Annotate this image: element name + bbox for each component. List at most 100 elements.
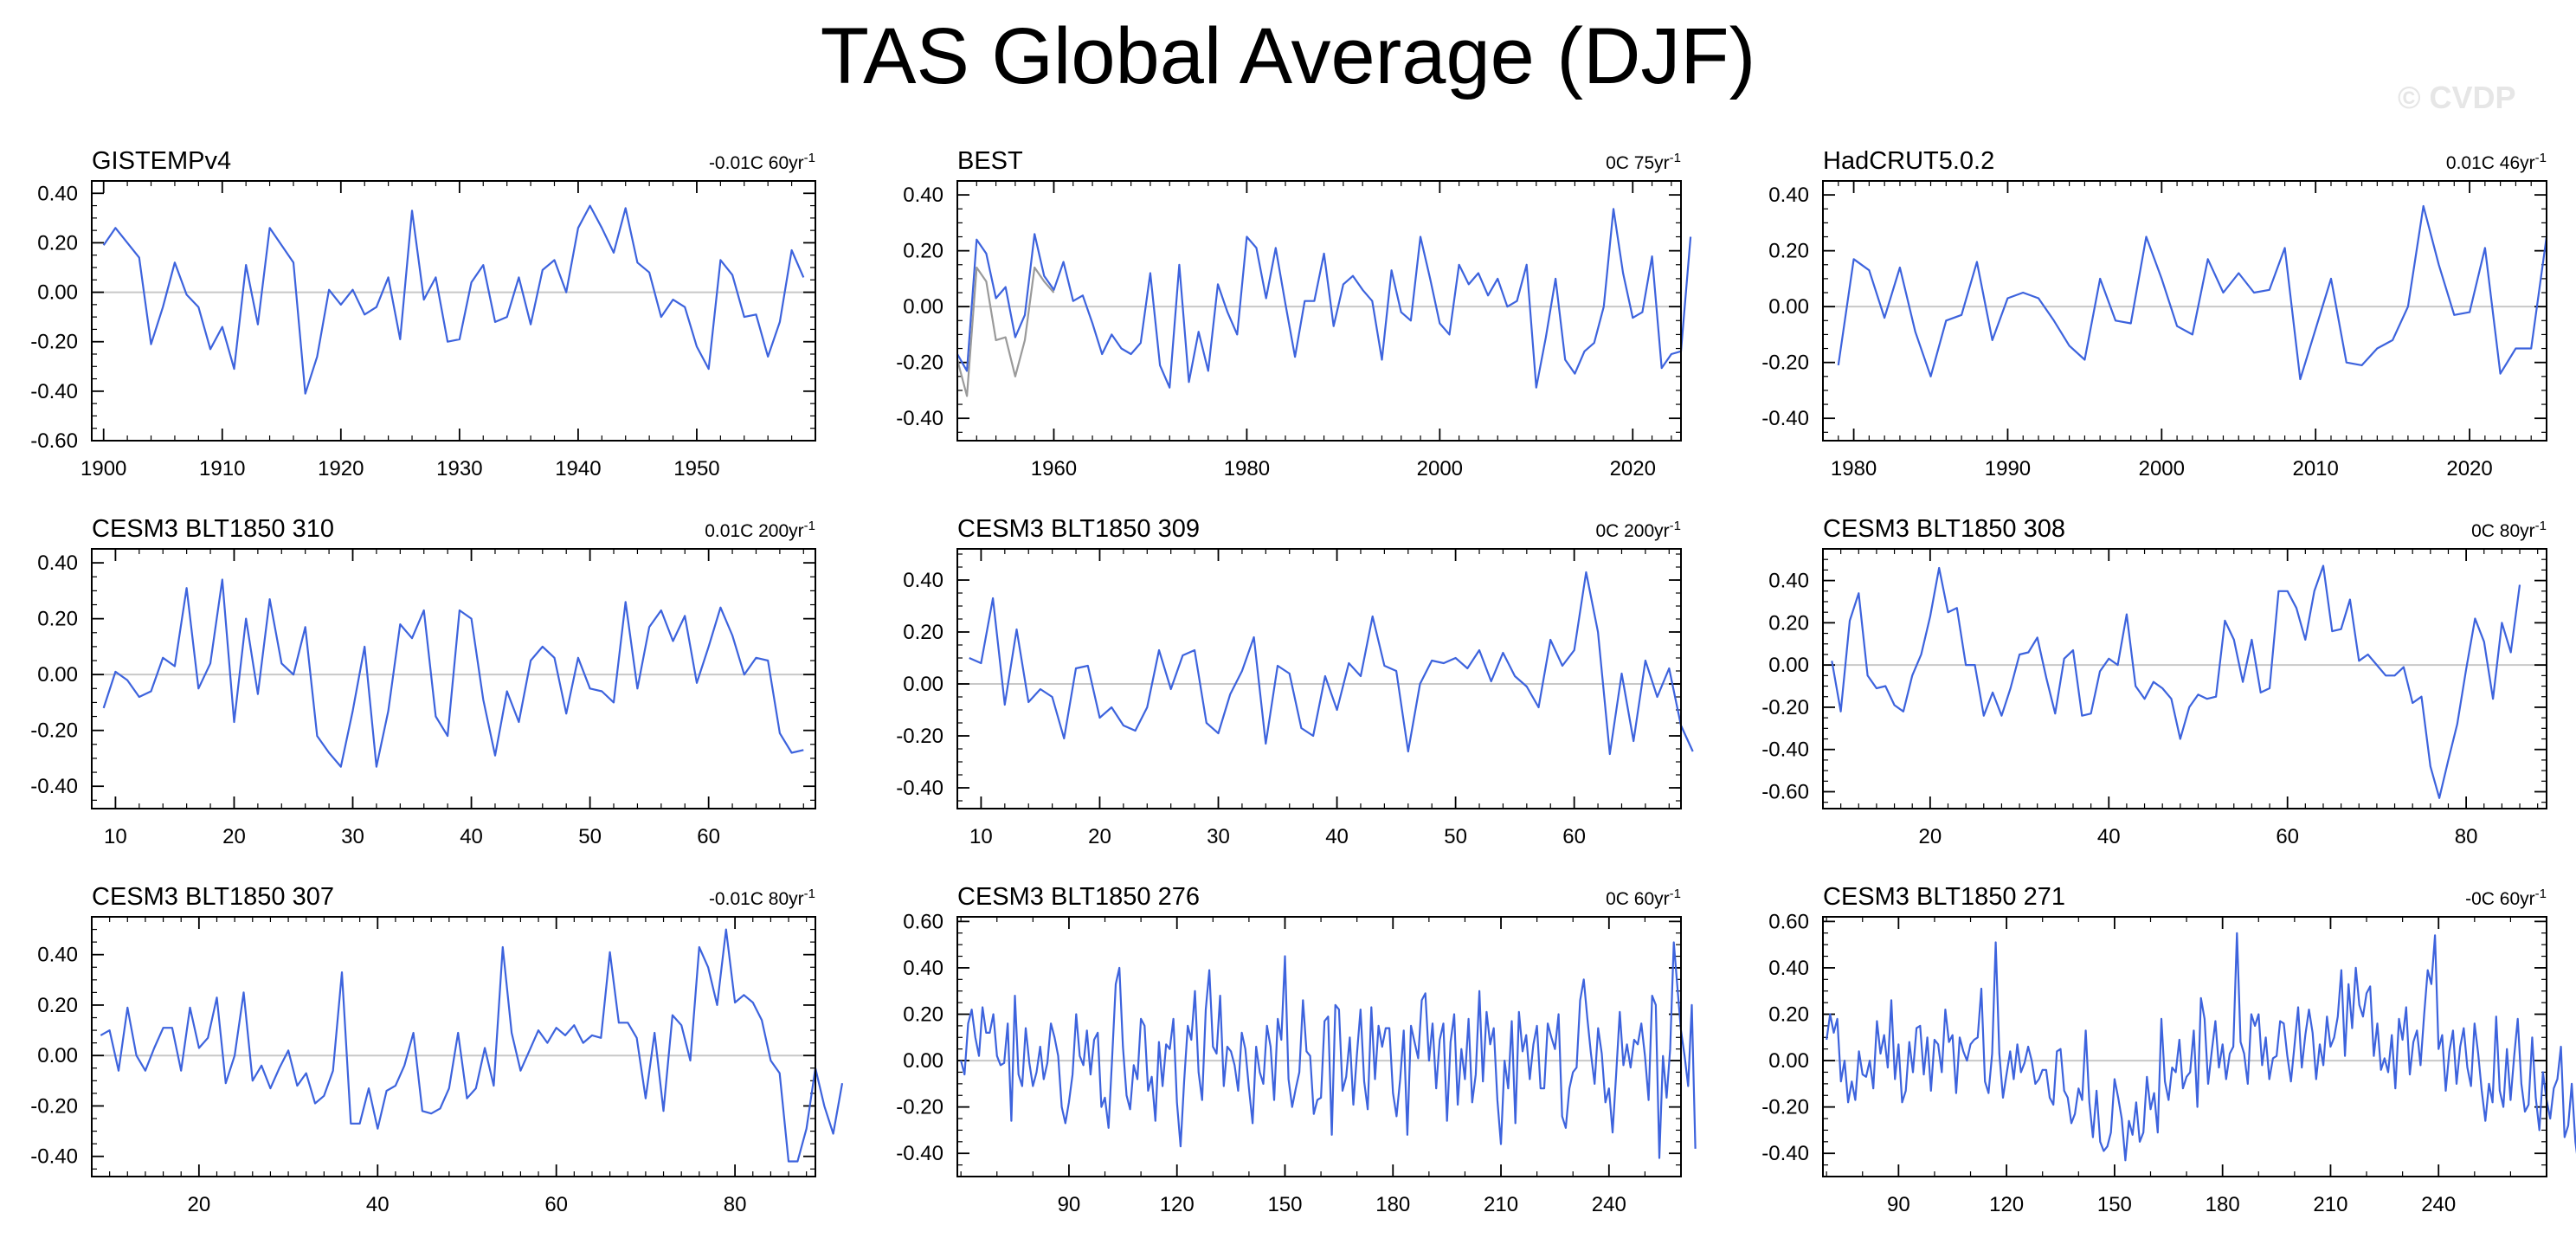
x-tick-label: 50 bbox=[578, 825, 602, 848]
y-tick-label: -0.60 bbox=[30, 429, 78, 453]
x-tick-label: 80 bbox=[724, 1193, 747, 1216]
trend-superscript: -1 bbox=[804, 519, 815, 533]
x-tick-label: 30 bbox=[341, 825, 364, 848]
panel-hadcrut5-0-2: HadCRUT5.0.2 0.01C 46yr-1 1980 1990 2000 2010… bbox=[1761, 147, 2548, 480]
y-tick-label: -0.20 bbox=[30, 1094, 78, 1118]
y-tick-label: -0.40 bbox=[30, 775, 78, 798]
x-tick-label: 1980 bbox=[1224, 457, 1270, 480]
y-tick-label: -0.40 bbox=[896, 407, 943, 430]
trend-superscript: -1 bbox=[1670, 887, 1681, 901]
series-line bbox=[1837, 204, 2548, 381]
y-tick-label: 0.00 bbox=[37, 1044, 78, 1067]
plot-frame bbox=[956, 180, 1682, 442]
trend-label: 0C 60yr-1 bbox=[1606, 887, 1681, 909]
y-tick-label: 0.20 bbox=[1768, 240, 1809, 263]
panel-cesm3-blt1850-309: CESM3 BLT1850 309 0C 200yr-1 10 20 30 40 50 60 -… bbox=[896, 515, 1694, 848]
x-tick-label: 60 bbox=[1562, 825, 1586, 848]
y-tick-label: 0.40 bbox=[903, 569, 943, 592]
y-tick-label: 0.40 bbox=[1768, 957, 1809, 980]
x-tick-label: 60 bbox=[697, 825, 720, 848]
y-tick-label: -0.40 bbox=[1761, 1142, 1809, 1165]
plot-frame bbox=[1822, 916, 2547, 1177]
x-tick-label: 20 bbox=[1088, 825, 1111, 848]
x-tick-label: 10 bbox=[104, 825, 127, 848]
series-line bbox=[102, 204, 805, 395]
trend-label: 0.01C 200yr-1 bbox=[705, 519, 815, 541]
panel-cesm3-blt1850-307: CESM3 BLT1850 307 -0.01C 80yr-1 20 40 60 80 -0… bbox=[30, 883, 844, 1216]
trend-superscript: -1 bbox=[2535, 151, 2547, 165]
panel-title: CESM3 BLT1850 310 bbox=[92, 515, 334, 543]
overlay-series-line bbox=[956, 266, 1055, 397]
x-tick-label: 120 bbox=[1160, 1193, 1195, 1216]
y-tick-label: 0.20 bbox=[903, 240, 943, 263]
trend-label: -0.01C 60yr-1 bbox=[709, 151, 815, 173]
x-tick-label: 20 bbox=[188, 1193, 211, 1216]
x-tick-label: 1900 bbox=[80, 457, 126, 480]
x-tick-label: 240 bbox=[2421, 1193, 2456, 1216]
y-tick-label: 0.40 bbox=[37, 551, 78, 575]
x-tick-label: 1980 bbox=[1831, 457, 1877, 480]
panel-cesm3-blt1850-271: CESM3 BLT1850 271 -0C 60yr-1 90 120 150 180 21… bbox=[1761, 883, 2576, 1216]
panel-title: HadCRUT5.0.2 bbox=[1823, 147, 1994, 175]
page-title: TAS Global Average (DJF) bbox=[820, 12, 1756, 100]
trend-label: 0C 80yr-1 bbox=[2471, 519, 2547, 541]
series-line bbox=[1826, 932, 2576, 1162]
watermark: © CVDP bbox=[2398, 80, 2516, 115]
y-tick-label: -0.40 bbox=[896, 1142, 943, 1165]
y-tick-label: -0.20 bbox=[30, 331, 78, 354]
plot-frame bbox=[956, 916, 1682, 1177]
plot-frame bbox=[91, 548, 816, 809]
plot-frame bbox=[1822, 548, 2547, 809]
x-tick-label: 180 bbox=[1375, 1193, 1410, 1216]
y-tick-label: 0.00 bbox=[903, 295, 943, 319]
panel-title: CESM3 BLT1850 271 bbox=[1823, 883, 2065, 911]
series-line bbox=[960, 941, 1697, 1159]
series-line bbox=[102, 578, 804, 768]
trend-label: -0C 60yr-1 bbox=[2465, 887, 2547, 909]
x-tick-label: 1960 bbox=[1031, 457, 1077, 480]
y-tick-label: 0.20 bbox=[1768, 611, 1809, 635]
x-tick-label: 2020 bbox=[2446, 457, 2492, 480]
x-tick-label: 150 bbox=[1267, 1193, 1302, 1216]
plot-frame bbox=[91, 180, 816, 442]
series-line bbox=[100, 928, 844, 1163]
x-tick-label: 1950 bbox=[673, 457, 719, 480]
y-tick-label: -0.20 bbox=[1761, 1096, 1809, 1119]
y-tick-label: -0.40 bbox=[30, 380, 78, 403]
x-tick-label: 40 bbox=[366, 1193, 390, 1216]
y-tick-label: 0.40 bbox=[1768, 184, 1809, 207]
series-line bbox=[969, 571, 1694, 756]
y-tick-label: -0.20 bbox=[896, 351, 943, 375]
y-tick-label: -0.40 bbox=[30, 1145, 78, 1169]
panel-title: CESM3 BLT1850 307 bbox=[92, 883, 334, 911]
plot-frame bbox=[91, 916, 816, 1177]
x-tick-label: 20 bbox=[1919, 825, 1942, 848]
y-tick-label: 0.00 bbox=[1768, 1049, 1809, 1073]
y-tick-label: -0.20 bbox=[896, 1096, 943, 1119]
y-tick-label: 0.20 bbox=[37, 994, 78, 1017]
x-tick-label: 210 bbox=[2313, 1193, 2347, 1216]
x-tick-label: 1930 bbox=[436, 457, 482, 480]
x-tick-label: 40 bbox=[2097, 825, 2121, 848]
x-tick-label: 90 bbox=[1887, 1193, 1910, 1216]
x-tick-label: 2020 bbox=[1610, 457, 1656, 480]
y-tick-label: -0.20 bbox=[1761, 696, 1809, 719]
trend-label: -0.01C 80yr-1 bbox=[709, 887, 815, 909]
x-tick-label: 40 bbox=[1325, 825, 1349, 848]
y-tick-label: 0.40 bbox=[37, 182, 78, 205]
x-tick-label: 180 bbox=[2206, 1193, 2240, 1216]
plot-frame bbox=[956, 548, 1682, 809]
series-line bbox=[1831, 564, 2521, 799]
series-line bbox=[956, 208, 1692, 389]
x-tick-label: 30 bbox=[1207, 825, 1230, 848]
y-tick-label: 0.20 bbox=[37, 608, 78, 631]
panel-title: CESM3 BLT1850 276 bbox=[957, 883, 1200, 911]
x-tick-label: 2000 bbox=[1417, 457, 1463, 480]
x-tick-label: 80 bbox=[2455, 825, 2478, 848]
panel-cesm3-blt1850-276: CESM3 BLT1850 276 0C 60yr-1 90 120 150 180 210… bbox=[896, 883, 1697, 1216]
x-tick-label: 40 bbox=[460, 825, 483, 848]
x-tick-label: 1910 bbox=[199, 457, 245, 480]
y-tick-label: 0.40 bbox=[903, 184, 943, 207]
x-tick-label: 20 bbox=[222, 825, 246, 848]
panel-cesm3-blt1850-308: CESM3 BLT1850 308 0C 80yr-1 20 40 60 80 -0.60 -… bbox=[1761, 515, 2547, 848]
